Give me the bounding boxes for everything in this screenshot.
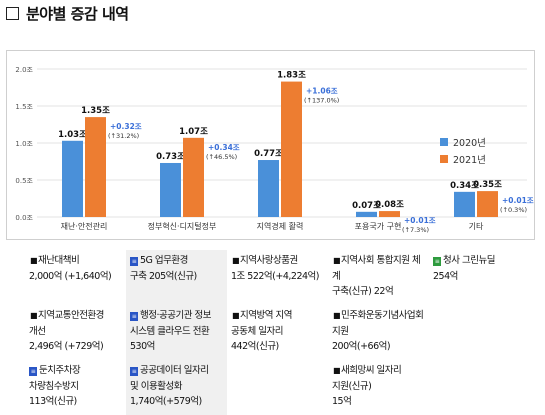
notes-item-text: 재난대책비 2,000억 (+1,640억) (29, 255, 112, 282)
chart-legend: 2020년 2021년 (440, 135, 486, 169)
notes-cell: ■지역사회 통합지원 체계 구축(신규) 22억 (328, 250, 429, 305)
bar-2020 (160, 162, 181, 217)
notes-item-text: 행정·공공기관 정보 시스템 클라우드 전환 530억 (130, 310, 211, 353)
notes-item-text: 새희망씨 일자리 지원(신규) 15억 (332, 365, 402, 408)
bar-chart: 0.0조 0.5조 1.0조 1.5조 2.0조 1.03조 1.35조+0.32조(↑31… (15, 66, 534, 234)
notes-item-text: 5G 업무환경 구축 205억(신규) (130, 255, 197, 282)
data-label: 1.83조 (277, 71, 306, 81)
y-tick-label: 0.5조 (15, 177, 33, 185)
notes-cell (429, 305, 530, 360)
change-amount: +0.01조 (502, 196, 534, 205)
notes-cell: ■새희망씨 일자리 지원(신규) 15억 (328, 360, 429, 415)
bar-2021 (379, 211, 400, 217)
change-percent: (↑7.3%) (402, 226, 429, 234)
change-percent: (↑0.3%) (500, 206, 527, 214)
notes-cell: ■민주화운동기념사업회 지원 200억(+66억) (328, 305, 429, 360)
change-percent: (↑31.2%) (108, 132, 139, 140)
change-percent: (↑46.5%) (206, 153, 237, 161)
data-label: 0.08조 (375, 200, 404, 210)
legend-label: 2020년 (453, 138, 486, 149)
y-tick-label: 1.5조 (15, 103, 33, 111)
notes-cell: ≡ 청사 그린뉴딜 254억 (429, 250, 530, 305)
notes-cell (227, 360, 328, 415)
data-label: 0.07조 (352, 201, 381, 211)
digital-deal-badge-icon: ≡ (130, 257, 138, 266)
square-bullet-icon: ■ (29, 256, 38, 265)
square-bullet-icon: ■ (231, 311, 240, 321)
chart-frame: 0.0조 0.5조 1.0조 1.5조 2.0조 1.03조 1.35조 +0.32조 (↑31… (6, 50, 535, 240)
notes-item-text: 공공데이터 일자리 및 이용활성화 1,740억(+579억) (130, 365, 209, 408)
category-label: 지역경제 활력 (257, 221, 304, 231)
notes-cell (429, 360, 530, 415)
legend-item: 2021년 (440, 152, 486, 169)
digital-deal-badge-icon: ≡ (29, 367, 37, 377)
data-label: 1.35조 (81, 106, 110, 116)
notes-row: ≡ 둔치주차장 차량침수방지 113억(신규) ≡ 공공데이터 일자리 및 이용활성화… (25, 360, 530, 415)
notes-item-text: 지역사랑상품권 1조 522억(+4,224억) (231, 255, 320, 282)
notes-item-text: 지역교통안전환경 개선 2,496억 (+729억) (29, 310, 104, 353)
y-tick-label: 1.0조 (15, 140, 33, 148)
digital-deal-badge-icon: ≡ (130, 312, 138, 322)
notes-item-text: 지역방역 지역 공동체 일자리 442억(신규) (231, 310, 292, 353)
y-tick-label: 0.0조 (15, 214, 33, 222)
data-label: 1.07조 (179, 127, 208, 137)
change-amount: +0.32조 (110, 122, 142, 131)
notes-item-text: 둔치주차장 차량침수방지 113억(신규) (29, 365, 81, 408)
legend-swatch (440, 138, 448, 146)
notes-item-text: 청사 그린뉴딜 254억 (433, 255, 495, 282)
data-label: 0.34조 (450, 181, 479, 191)
category-label: 포용국가 구현 (355, 222, 402, 231)
bar-2020 (356, 211, 377, 217)
data-label: 1.03조 (58, 130, 87, 140)
bar-2021 (477, 191, 498, 217)
data-label: 0.73조 (156, 152, 185, 162)
square-bullet-icon: ■ (332, 256, 341, 265)
square-bullet-icon: ■ (29, 311, 38, 321)
notes-cell: ■지역교통안전환경 개선 2,496억 (+729억) (25, 305, 126, 360)
page-title-text: 분야별 증감 내역 (26, 5, 129, 23)
change-amount: +0.34조 (208, 143, 240, 152)
bar-2021 (281, 81, 302, 217)
change-amount: +0.01조 (404, 216, 436, 225)
notes-row: ■재난대책비 2,000억 (+1,640억) ≡ 5G 업무환경 구축 205억(… (25, 250, 530, 306)
legend-label: 2021년 (453, 155, 486, 166)
bar-2020 (62, 140, 83, 217)
category-label: 재난·안전관리 (61, 221, 108, 231)
legend-item: 2020년 (440, 135, 486, 152)
change-percent: (↑137.0%) (304, 97, 339, 105)
category-label: 정부혁신·디지털정부 (148, 221, 217, 231)
bar-2021 (183, 137, 204, 217)
bar-2020 (454, 191, 475, 217)
notes-cell: ≡ 둔치주차장 차량침수방지 113억(신규) (25, 360, 126, 415)
notes-cell: ■지역방역 지역 공동체 일자리 442억(신규) (227, 305, 328, 360)
data-label: 0.35조 (473, 180, 502, 190)
digital-deal-badge-icon: ≡ (130, 367, 138, 377)
bar-2021 (85, 117, 106, 217)
notes-item-text: 지역사회 통합지원 체계 구축(신규) 22억 (332, 255, 421, 298)
legend-swatch (440, 155, 448, 163)
bar-2020 (258, 160, 279, 217)
change-amount: +1.06조 (306, 87, 338, 96)
green-deal-badge-icon: ≡ (433, 257, 441, 266)
checkbox-square-icon (6, 7, 19, 20)
notes-cell: ■재난대책비 2,000억 (+1,640억) (25, 250, 126, 305)
square-bullet-icon: ■ (332, 311, 341, 321)
notes-cell: ≡ 5G 업무환경 구축 205억(신규) (126, 250, 227, 306)
category-label: 기타 (469, 222, 484, 231)
y-tick-label: 2.0조 (15, 66, 33, 74)
notes-cell: ■지역사랑상품권 1조 522억(+4,224억) (227, 250, 328, 305)
notes-cell: ≡ 행정·공공기관 정보 시스템 클라우드 전환 530억 (126, 305, 227, 361)
square-bullet-icon: ■ (231, 256, 240, 265)
notes-table: ■재난대책비 2,000억 (+1,640억) ≡ 5G 업무환경 구축 205억(… (25, 250, 530, 415)
page-title: 분야별 증감 내역 (6, 3, 129, 24)
notes-row: ■지역교통안전환경 개선 2,496억 (+729억) ≡ 행정·공공기관 정보 시… (25, 305, 530, 361)
notes-cell: ≡ 공공데이터 일자리 및 이용활성화 1,740억(+579억) (126, 360, 227, 415)
square-bullet-icon: ■ (332, 366, 341, 376)
data-label: 0.77조 (254, 149, 283, 159)
notes-item-text: 민주화운동기념사업회 지원 200억(+66억) (332, 310, 424, 353)
